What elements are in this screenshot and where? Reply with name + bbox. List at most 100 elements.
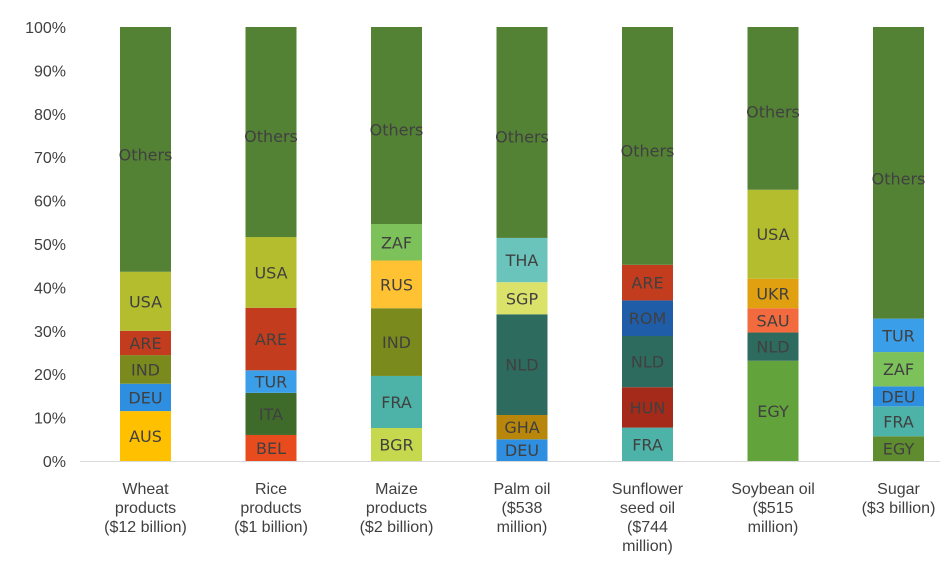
bar-segment-tur: [873, 318, 924, 353]
segment-label: ARE: [631, 274, 663, 293]
bar-stack: AUS DEU IND ARE USA Others: [119, 27, 173, 461]
bar-segment-others: [245, 27, 297, 238]
bar-segment-zaf: [873, 352, 924, 387]
category-label: seed oil: [620, 500, 675, 517]
bar-segment-tha: [496, 237, 548, 283]
segment-label: USA: [254, 263, 287, 282]
bar-segment-bel: [245, 434, 297, 461]
segment-label: ROM: [629, 309, 667, 328]
bar-segment-ind: [371, 308, 422, 376]
category-label: products: [115, 500, 176, 517]
bar-stack: FRA HUN NLD ROM ARE Others: [621, 27, 675, 461]
y-tick-label: 60%: [34, 194, 66, 211]
bar-segment-hun: [622, 387, 673, 428]
segment-label: EGY: [757, 402, 789, 421]
segment-label: FRA: [632, 435, 663, 454]
y-tick-label: 10%: [34, 411, 66, 428]
bar-stack: EGY FRA DEU ZAF TUR Others: [872, 27, 926, 461]
bars-group: AUS DEU IND ARE USA Others BEL ITA TUR ARE USA Othe…: [119, 27, 926, 461]
category-label: Sugar: [877, 481, 920, 498]
segment-label: GHA: [504, 418, 539, 437]
segment-label: AUS: [129, 427, 162, 446]
y-tick-label: 90%: [34, 63, 66, 80]
segment-label: SAU: [756, 311, 789, 330]
y-tick-label: 100%: [25, 20, 66, 37]
bar-segment-others: [747, 27, 799, 190]
bar-segment-others: [371, 27, 422, 225]
segment-label: DEU: [505, 441, 539, 460]
bar-segment-are: [622, 264, 673, 301]
segment-label: HUN: [630, 398, 666, 417]
bar-segment-ukr: [747, 278, 799, 309]
segment-label: DEU: [881, 387, 915, 406]
bar-segment-deu: [873, 386, 924, 407]
bar-stack: DEU GHA NLD SGP THA Others: [495, 27, 549, 461]
bar-segment-ind: [120, 355, 171, 384]
category-label: ($744: [627, 519, 668, 536]
segment-label: UKR: [756, 284, 789, 303]
bar-segment-fra: [873, 406, 924, 437]
segment-label: USA: [129, 292, 162, 311]
segment-label: BGR: [379, 436, 413, 455]
segment-label: TUR: [254, 373, 288, 392]
bar-segment-are: [245, 307, 297, 371]
bar-segment-gha: [496, 414, 548, 440]
bar-segment-usa: [245, 237, 297, 308]
bar-segment-are: [120, 330, 171, 356]
segment-label: IND: [131, 360, 160, 379]
category-label: ($1 billion): [234, 519, 308, 536]
category-label: ($515: [753, 500, 794, 517]
segment-label: ITA: [259, 405, 283, 424]
bar-segment-usa: [747, 189, 799, 279]
category-label: ($3 billion): [862, 500, 936, 517]
bar-segment-others: [496, 27, 548, 238]
segment-label: RUS: [380, 275, 413, 294]
bar-segment-usa: [120, 271, 171, 331]
bar-stack: BEL ITA TUR ARE USA Others: [244, 27, 298, 461]
segment-label: DEU: [128, 388, 162, 407]
y-tick-label: 0%: [43, 454, 66, 471]
segment-label: FRA: [381, 393, 412, 412]
category-label: ($12 billion): [104, 519, 187, 536]
segment-label: Others: [746, 103, 800, 122]
segment-label: FRA: [883, 412, 914, 431]
segment-label: USA: [756, 225, 789, 244]
category-label: ($538: [502, 500, 543, 517]
segment-label: NLD: [756, 338, 789, 357]
bar-segment-bgr: [371, 428, 422, 461]
category-label: products: [240, 500, 301, 517]
category-label: million): [497, 519, 548, 536]
segment-label: THA: [505, 251, 539, 270]
bar-segment-egy: [747, 360, 799, 461]
y-tick-label: 70%: [34, 150, 66, 167]
bar-segment-others: [873, 27, 924, 319]
bar-segment-rus: [371, 260, 422, 309]
bar-segment-deu: [496, 439, 548, 461]
bar-segment-nld: [747, 332, 799, 361]
bar-segment-egy: [873, 436, 924, 461]
y-tick-label: 20%: [34, 367, 66, 384]
category-label: million): [622, 538, 673, 555]
bar-segment-ita: [245, 392, 297, 435]
segment-label: TUR: [881, 326, 915, 345]
segment-label: Others: [244, 127, 298, 146]
segment-label: ZAF: [883, 360, 914, 379]
bar-segment-rom: [622, 300, 673, 337]
y-tick-label: 30%: [34, 324, 66, 341]
segment-label: ARE: [255, 330, 287, 349]
segment-label: IND: [382, 333, 411, 352]
bar-segment-fra: [622, 427, 673, 461]
bar-segment-sau: [747, 308, 799, 333]
segment-label: ZAF: [381, 233, 412, 252]
bar-segment-others: [120, 27, 171, 272]
bar-stack: EGY NLD SAU UKR USA Others: [746, 27, 800, 461]
y-axis: 0% 10% 20% 30% 40% 50% 60% 70% 80% 90% 100%: [25, 20, 940, 471]
category-label: Wheat: [122, 481, 169, 498]
segment-label: Others: [495, 128, 549, 147]
segment-label: Others: [119, 145, 173, 164]
category-label: Soybean oil: [731, 481, 815, 498]
segment-label: Others: [621, 142, 675, 161]
category-label: million): [748, 519, 799, 536]
y-tick-label: 50%: [34, 237, 66, 254]
segment-label: Others: [872, 170, 926, 189]
